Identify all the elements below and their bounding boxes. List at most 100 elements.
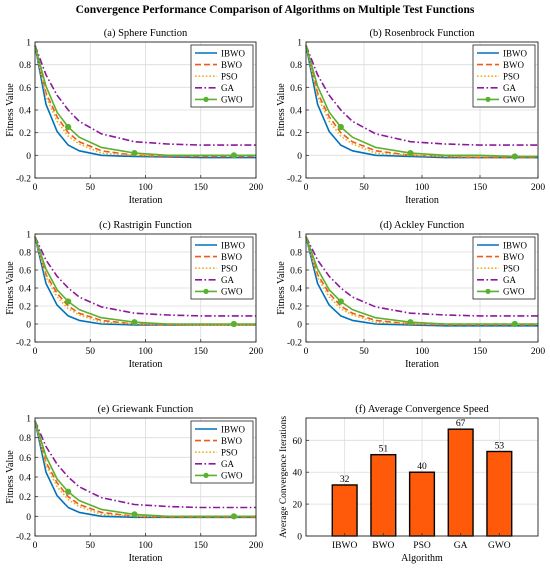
tick-label-y: 0.6 (19, 84, 31, 94)
x-axis-label: Iteration (129, 553, 163, 564)
y-axis-label: Fitness Value (276, 261, 287, 315)
tick-label-y: 0.2 (290, 129, 302, 139)
figure-title: Convergence Performance Comparison of Al… (76, 4, 475, 16)
series-line-gwo (305, 45, 538, 158)
tick-label-y: -0.2 (16, 533, 31, 543)
series-point-gwo (65, 488, 72, 495)
legend-label: GA (221, 83, 234, 93)
tick-label-y: 0.4 (19, 474, 31, 484)
series-point-gwo (131, 511, 138, 518)
legend-label: PSO (221, 264, 238, 274)
panel-title: (d) Ackley Function (380, 220, 465, 231)
legend-label: GWO (221, 471, 243, 481)
series-line-ga (305, 236, 538, 317)
tick-label-x: 50 (86, 183, 96, 193)
y-axis-label: Average Convergence Iterations (279, 416, 289, 538)
legend-label: GA (503, 83, 516, 93)
series-point-gwo (511, 320, 518, 328)
axes-frame (305, 417, 539, 537)
series-point-gwo (65, 298, 72, 305)
legend-label: BWO (221, 60, 242, 70)
tick-label-y: 60 (293, 437, 303, 447)
tick-label-x: GWO (488, 541, 511, 551)
x-axis-label: Algorithm (401, 553, 443, 564)
series-point-gwo (65, 123, 72, 131)
tick-label-y: 0.6 (290, 267, 302, 277)
tick-label-y: 1 (297, 39, 302, 49)
panel-title: (a) Sphere Function (104, 28, 188, 39)
tick-label-x: 200 (531, 183, 546, 193)
x-axis-label: Iteration (405, 359, 439, 370)
legend-box (190, 236, 254, 300)
legend-label: GWO (503, 95, 525, 105)
tick-label-y: 0.6 (19, 267, 31, 277)
bar-value-label: 51 (379, 445, 389, 455)
legend-label: PSO (221, 72, 238, 82)
tick-label-y: 0.4 (290, 285, 302, 295)
bar-ibwo (331, 484, 358, 537)
bar-value-label: 53 (495, 441, 505, 451)
tick-label-y: 0.8 (19, 434, 31, 444)
tick-label-x: 100 (138, 541, 153, 551)
bar-bwo (370, 453, 397, 537)
legend-box (190, 44, 254, 108)
series-line-pso (34, 236, 256, 326)
tick-label-x: GA (454, 541, 468, 551)
series-point-gwo (407, 149, 414, 157)
panel-title: (f) Average Convergence Speed (355, 404, 489, 415)
x-axis-label: Iteration (129, 195, 163, 206)
legend-label: GWO (221, 95, 243, 105)
series-point-gwo (337, 298, 344, 305)
series-point-gwo (131, 319, 138, 326)
series-line-gwo (34, 420, 256, 518)
tick-label-y: 1 (26, 231, 31, 241)
y-axis-label: Fitness Value (276, 83, 287, 137)
tick-label-y: 40 (293, 469, 303, 479)
tick-label-x: 0 (33, 183, 38, 193)
legend-label: IBWO (221, 48, 245, 58)
y-axis-label: Fitness Value (5, 261, 16, 315)
series-line-ga (34, 45, 256, 146)
bar-value-label: 67 (456, 419, 466, 429)
tick-label-y: 1 (26, 39, 31, 49)
tick-label-y: 0 (26, 321, 31, 331)
axes-frame (34, 41, 257, 179)
tick-label-y: -0.2 (16, 175, 31, 185)
tick-label-y: 0 (297, 533, 302, 543)
series-line-pso (34, 420, 256, 518)
tick-label-x: 0 (304, 347, 309, 357)
series-line-ibwo (305, 45, 538, 159)
tick-label-y: 1 (297, 231, 302, 241)
legend-label: GA (221, 459, 234, 469)
tick-label-y: 0 (297, 321, 302, 331)
series-line-bwo (34, 45, 256, 158)
bar-pso (408, 471, 436, 537)
series-line-ga (34, 420, 256, 509)
series-line-bwo (34, 420, 256, 519)
legend-label: GA (221, 275, 234, 285)
tick-label-x: 100 (138, 347, 153, 357)
series-line-ga (34, 236, 256, 317)
series-point-gwo (407, 319, 414, 326)
series-point-gwo (230, 513, 237, 520)
legend-label: BWO (503, 252, 524, 262)
axes-frame (305, 233, 539, 343)
axes-frame (34, 417, 257, 537)
series-line-ibwo (34, 45, 256, 159)
tick-label-y: 0.6 (19, 454, 31, 464)
tick-label-y: 0.4 (19, 107, 31, 117)
tick-label-y: 0.4 (19, 285, 31, 295)
tick-label-x: 200 (249, 541, 264, 551)
bar-value-label: 40 (417, 462, 427, 472)
tick-label-x: 100 (138, 183, 153, 193)
tick-label-x: 150 (194, 347, 209, 357)
legend-marker (485, 288, 491, 294)
